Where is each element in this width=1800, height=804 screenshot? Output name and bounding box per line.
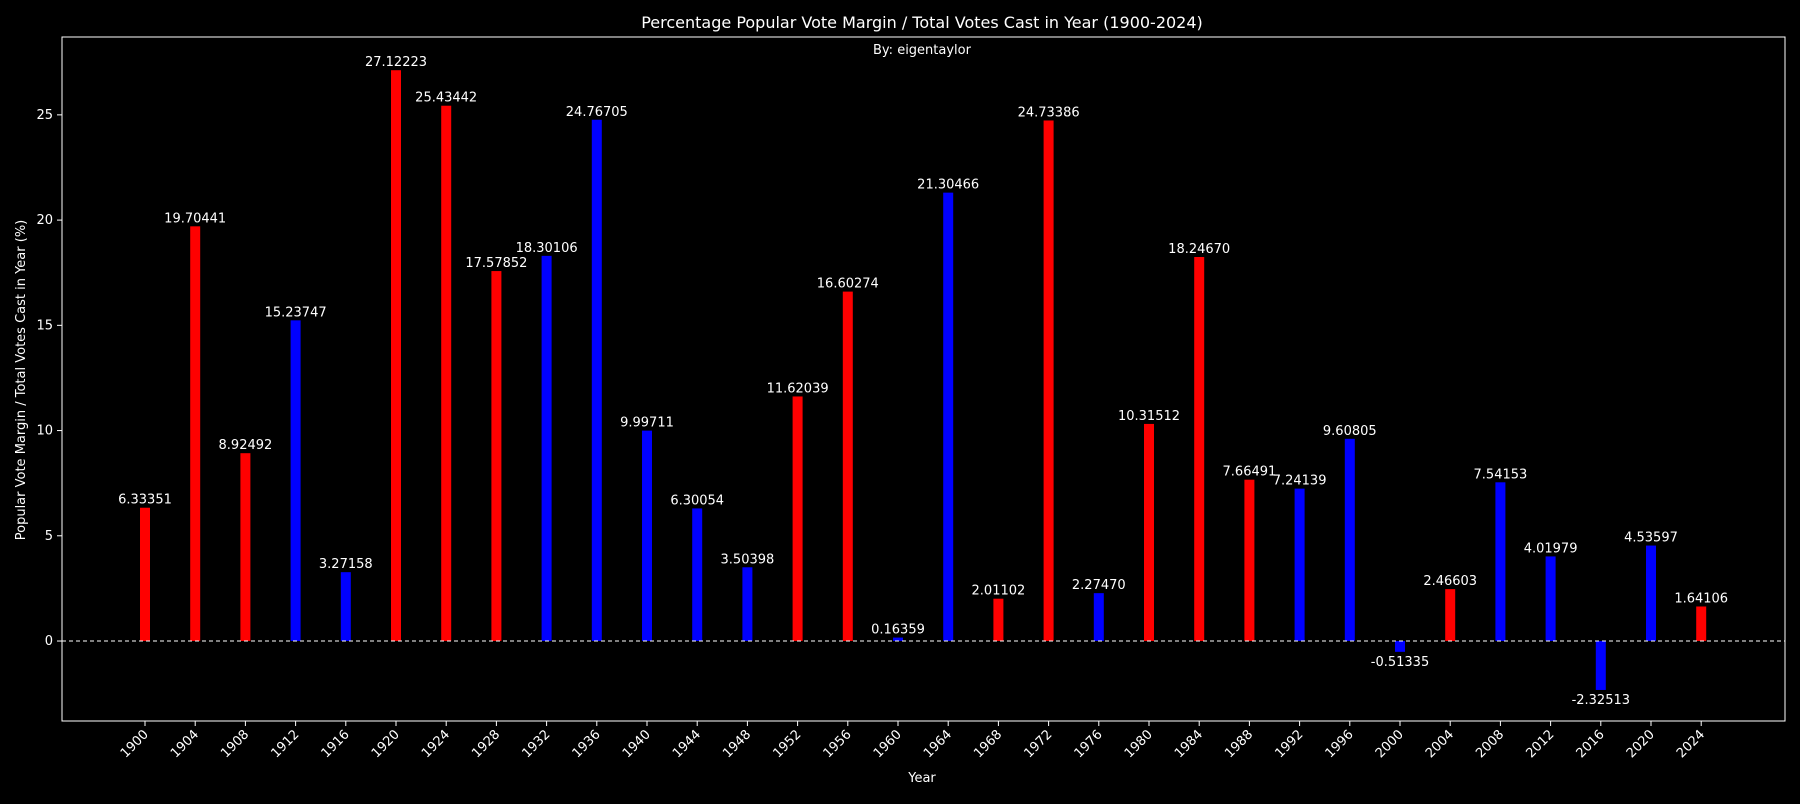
value-label-1992: 7.24139: [1273, 474, 1327, 489]
value-label-2012: 4.01979: [1524, 541, 1578, 556]
value-label-1980: 10.31512: [1118, 409, 1180, 424]
bar-1912: [290, 320, 301, 642]
value-label-1964: 21.30466: [917, 178, 979, 193]
value-label-1960: 0.16359: [871, 623, 925, 638]
bar-1924: [441, 105, 452, 642]
value-label-1916: 3.27158: [319, 557, 373, 572]
value-label-2004: 2.46603: [1423, 574, 1477, 589]
bar-1992: [1294, 488, 1305, 642]
x-axis-label: Year: [907, 771, 936, 786]
value-label-1900: 6.33351: [118, 493, 172, 508]
bar-1928: [491, 271, 502, 642]
value-label-1976: 2.27470: [1072, 578, 1126, 593]
value-label-1948: 3.50398: [721, 552, 775, 567]
bar-1972: [1043, 120, 1054, 642]
bar-1988: [1244, 479, 1255, 642]
bar-1908: [240, 453, 251, 642]
chart-title: Percentage Popular Vote Margin / Total V…: [641, 13, 1203, 32]
value-label-1904: 19.70441: [164, 211, 226, 226]
bar-1984: [1194, 257, 1205, 642]
chart-subtitle: By: eigentaylor: [873, 43, 972, 58]
bar-1960: [893, 637, 903, 642]
value-label-1920: 27.12223: [365, 55, 427, 70]
bar-2012: [1545, 556, 1556, 642]
value-label-1952: 11.62039: [767, 381, 829, 396]
bar-1932: [541, 255, 552, 642]
value-label-2020: 4.53597: [1624, 531, 1678, 546]
plot-frame: [61, 36, 1786, 722]
bar-1936: [591, 119, 602, 642]
value-label-1956: 16.60274: [817, 277, 879, 292]
bar-1956: [842, 291, 853, 642]
bar-1920: [391, 70, 401, 642]
value-label-1908: 8.92492: [219, 438, 273, 453]
bar-2004: [1445, 589, 1456, 642]
value-label-2000: -0.51335: [1371, 655, 1429, 670]
bar-1944: [692, 508, 703, 642]
y-axis-label: Popular Vote Margin / Total Votes Cast i…: [14, 220, 29, 541]
bar-1996: [1344, 438, 1355, 642]
value-label-2024: 1.64106: [1674, 591, 1728, 606]
bar-1976: [1093, 593, 1104, 642]
y-tick-label: 25: [36, 108, 53, 123]
bar-1968: [993, 598, 1004, 642]
bar-1900: [140, 507, 150, 642]
bar-2020: [1646, 545, 1656, 642]
value-label-1972: 24.73386: [1018, 105, 1080, 120]
value-label-1924: 25.43442: [415, 91, 477, 106]
bar-1948: [742, 567, 753, 642]
value-label-1968: 2.01102: [972, 584, 1026, 599]
bar-1964: [943, 192, 954, 642]
value-label-1932: 18.30106: [516, 241, 578, 256]
value-label-1996: 9.60805: [1323, 424, 1377, 439]
value-label-1936: 24.76705: [566, 105, 628, 120]
bar-2008: [1495, 482, 1506, 642]
bar-1916: [340, 572, 351, 642]
value-label-1984: 18.24670: [1168, 242, 1230, 257]
bar-2000: [1395, 641, 1405, 652]
value-label-1912: 15.23747: [265, 305, 327, 320]
bar-2024: [1696, 606, 1707, 642]
y-tick-label: 10: [36, 424, 53, 439]
value-label-1940: 9.99711: [620, 416, 674, 431]
bar-2016: [1595, 641, 1606, 690]
bar-1980: [1144, 423, 1154, 642]
bar-1904: [190, 226, 201, 642]
value-label-2008: 7.54153: [1474, 467, 1528, 482]
value-label-1988: 7.66491: [1223, 465, 1277, 480]
y-tick-label: 5: [45, 529, 53, 544]
y-tick-label: 0: [45, 634, 53, 649]
y-tick-label: 15: [36, 318, 53, 333]
y-tick-label: 20: [36, 213, 53, 228]
value-label-2016: -2.32513: [1572, 693, 1630, 708]
value-label-1944: 6.30054: [670, 493, 724, 508]
bar-1940: [642, 430, 652, 642]
bar-1952: [792, 396, 803, 642]
value-label-1928: 17.57852: [465, 256, 527, 271]
